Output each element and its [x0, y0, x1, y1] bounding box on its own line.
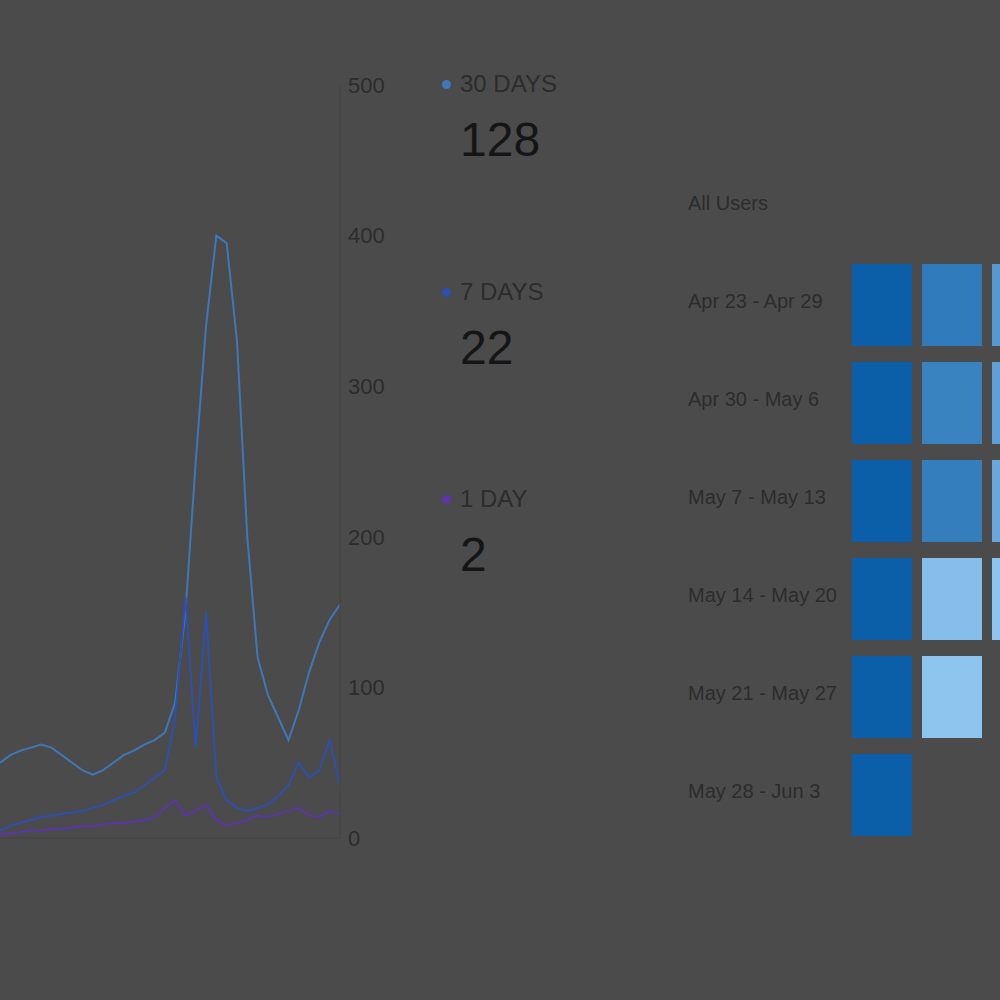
html-text:May 21 - May 27: May 21 - May 27 [688, 682, 837, 704]
html-text:Apr 30 - May 6: Apr 30 - May 6 [688, 388, 820, 410]
svg-text:0: 0 [348, 826, 360, 851]
html-text:May 7 - May 13: May 7 - May 13 [688, 486, 826, 508]
html-text:22: 22 [460, 321, 514, 374]
html-text:Apr 23 - Apr 29: Apr 23 - Apr 29 [688, 290, 823, 312]
html-text:May 28 - Jun 3: May 28 - Jun 3 [688, 780, 821, 802]
html-text:7 DAYS: 7 DAYS [460, 278, 544, 305]
html-text:1 DAY: 1 DAY [460, 485, 528, 512]
html-text:30 DAYS: 30 DAYS [460, 70, 557, 97]
html-text:All Users: All Users [688, 192, 768, 214]
svg-text:500: 500 [348, 73, 385, 98]
html-text:2: 2 [460, 528, 487, 581]
svg-text:400: 400 [348, 223, 385, 248]
svg-text:300: 300 [348, 374, 385, 399]
svg-text:200: 200 [348, 525, 385, 550]
svg-text:100: 100 [348, 675, 385, 700]
html-text:May 14 - May 20: May 14 - May 20 [688, 584, 837, 606]
html-text:128: 128 [460, 113, 541, 166]
